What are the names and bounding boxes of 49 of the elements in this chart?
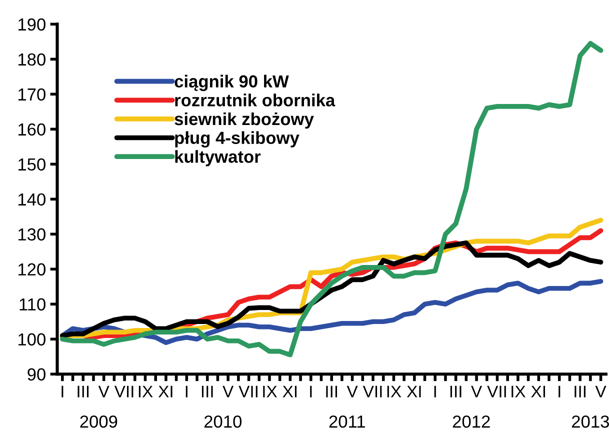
legend-label: pług 4-skibowy bbox=[175, 131, 300, 148]
y-tick-label: 190 bbox=[18, 18, 46, 31]
x-tick-label: VII bbox=[238, 386, 258, 398]
x-tick-label: III bbox=[202, 386, 213, 398]
y-tick-label: 100 bbox=[18, 333, 46, 346]
x-tick-label: IX bbox=[387, 386, 402, 398]
y-tick-label: 110 bbox=[20, 298, 46, 311]
x-tick-label: I bbox=[310, 386, 312, 398]
legend-label: rozrzutnik obornika bbox=[175, 94, 336, 106]
legend-label: ciągnik 90 kW bbox=[174, 74, 289, 92]
y-tick-label: 150 bbox=[18, 158, 46, 171]
x-tick-label: V bbox=[222, 386, 234, 398]
text: 2011 bbox=[329, 415, 365, 428]
x-tick-label: XI bbox=[282, 386, 297, 398]
y-tick-label: 120 bbox=[18, 263, 46, 276]
x-tick-label: I bbox=[62, 386, 64, 398]
x-tick-label: VII bbox=[362, 386, 382, 398]
text: 2012 bbox=[452, 415, 490, 428]
text: 2013 bbox=[572, 415, 609, 428]
x-tick-label: XI bbox=[406, 386, 421, 398]
x-tick-label: XI bbox=[531, 386, 545, 398]
x-tick-label: VII bbox=[487, 386, 506, 398]
y-tick-label: 140 bbox=[18, 193, 46, 206]
x-tick-label: I bbox=[186, 386, 188, 398]
x-tick-label: III bbox=[450, 386, 462, 398]
legend-label: siewnik zbożowy bbox=[174, 112, 314, 129]
line-series bbox=[60, 41, 604, 358]
x-tick-label: VII bbox=[114, 386, 134, 398]
y-tick-label: 180 bbox=[18, 53, 46, 66]
x-tick-label: V bbox=[595, 386, 606, 398]
x-tick-label: III bbox=[326, 386, 338, 398]
x-tick-label: IX bbox=[138, 386, 153, 398]
x-tick-label: IX bbox=[263, 386, 278, 398]
x-tick-label: III bbox=[574, 386, 586, 398]
x-tick-label: XI bbox=[158, 386, 172, 398]
x-tick-label: V bbox=[98, 386, 110, 398]
legend-label: kultywator bbox=[175, 150, 261, 166]
y-tick-label: 170 bbox=[18, 88, 46, 101]
text: 2009 bbox=[80, 415, 118, 428]
y-tick-label: 160 bbox=[18, 123, 46, 136]
x-tick-label: IX bbox=[512, 386, 526, 398]
y-tick-label: 90 bbox=[28, 368, 46, 381]
text: 2010 bbox=[204, 415, 242, 428]
x-tick-label: V bbox=[346, 386, 358, 398]
x-tick-label: V bbox=[471, 386, 482, 398]
x-tick-label: I bbox=[434, 386, 436, 398]
x-tick-label: III bbox=[78, 386, 89, 398]
y-tick-label: 130 bbox=[18, 228, 46, 241]
x-tick-label: I bbox=[558, 386, 560, 398]
